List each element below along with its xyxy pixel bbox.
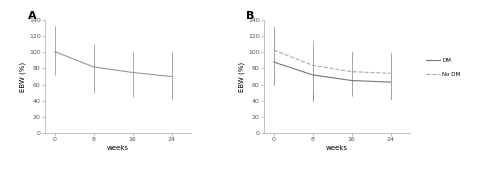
Text: B: B [246, 11, 255, 21]
Text: A: A [28, 11, 36, 21]
X-axis label: weeks: weeks [326, 144, 348, 151]
Legend: DM, No DM: DM, No DM [424, 56, 463, 79]
Y-axis label: EBW (%): EBW (%) [20, 61, 26, 92]
X-axis label: weeks: weeks [107, 144, 129, 151]
Y-axis label: EBW (%): EBW (%) [239, 61, 246, 92]
